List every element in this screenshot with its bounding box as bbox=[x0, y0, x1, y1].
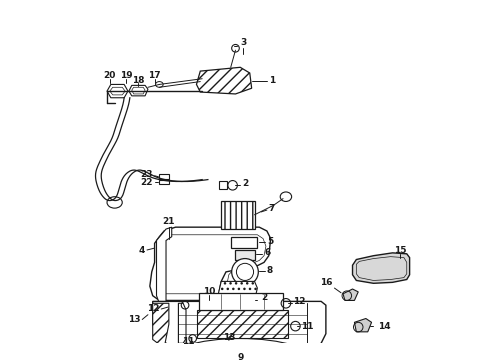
Polygon shape bbox=[196, 67, 252, 94]
Text: 13: 13 bbox=[222, 333, 235, 342]
Text: 20: 20 bbox=[104, 71, 116, 80]
Text: 12: 12 bbox=[294, 297, 306, 306]
Ellipse shape bbox=[155, 82, 163, 87]
Polygon shape bbox=[132, 87, 145, 94]
Polygon shape bbox=[150, 227, 270, 301]
Text: 23: 23 bbox=[140, 170, 153, 179]
Text: 6: 6 bbox=[264, 248, 270, 257]
Text: 17: 17 bbox=[148, 71, 161, 80]
Text: 2: 2 bbox=[242, 179, 248, 188]
Polygon shape bbox=[221, 201, 254, 229]
Text: 18: 18 bbox=[132, 76, 145, 85]
Text: 22: 22 bbox=[140, 178, 153, 187]
Text: 12: 12 bbox=[147, 305, 159, 314]
Text: 14: 14 bbox=[378, 321, 391, 330]
Polygon shape bbox=[236, 250, 254, 260]
Polygon shape bbox=[199, 293, 283, 310]
Text: 2: 2 bbox=[261, 293, 268, 302]
Ellipse shape bbox=[232, 258, 258, 285]
Polygon shape bbox=[352, 253, 410, 283]
Text: 15: 15 bbox=[394, 247, 406, 256]
Polygon shape bbox=[231, 237, 257, 248]
Text: 16: 16 bbox=[320, 278, 333, 287]
Text: 10: 10 bbox=[203, 287, 215, 296]
Text: 8: 8 bbox=[267, 266, 273, 275]
Polygon shape bbox=[178, 303, 186, 343]
Text: 19: 19 bbox=[120, 71, 132, 80]
Text: 13: 13 bbox=[128, 315, 140, 324]
Text: 1: 1 bbox=[269, 76, 275, 85]
Polygon shape bbox=[156, 227, 172, 303]
Polygon shape bbox=[238, 296, 248, 305]
Polygon shape bbox=[107, 85, 128, 98]
Text: 21: 21 bbox=[163, 217, 175, 226]
Polygon shape bbox=[153, 303, 169, 348]
Polygon shape bbox=[159, 174, 169, 179]
Polygon shape bbox=[153, 301, 326, 348]
Text: 4: 4 bbox=[139, 246, 145, 255]
Polygon shape bbox=[197, 310, 288, 338]
Polygon shape bbox=[159, 180, 169, 184]
Polygon shape bbox=[343, 289, 358, 301]
Polygon shape bbox=[129, 85, 148, 96]
Text: 7: 7 bbox=[269, 204, 275, 213]
Text: 11: 11 bbox=[301, 321, 314, 330]
Polygon shape bbox=[219, 282, 257, 301]
Polygon shape bbox=[110, 87, 125, 95]
Polygon shape bbox=[354, 319, 371, 332]
Text: 5: 5 bbox=[267, 237, 273, 246]
Polygon shape bbox=[216, 296, 225, 305]
Text: 9: 9 bbox=[237, 353, 244, 360]
Polygon shape bbox=[220, 181, 227, 189]
Text: 11: 11 bbox=[182, 337, 194, 346]
Text: 3: 3 bbox=[240, 38, 246, 47]
